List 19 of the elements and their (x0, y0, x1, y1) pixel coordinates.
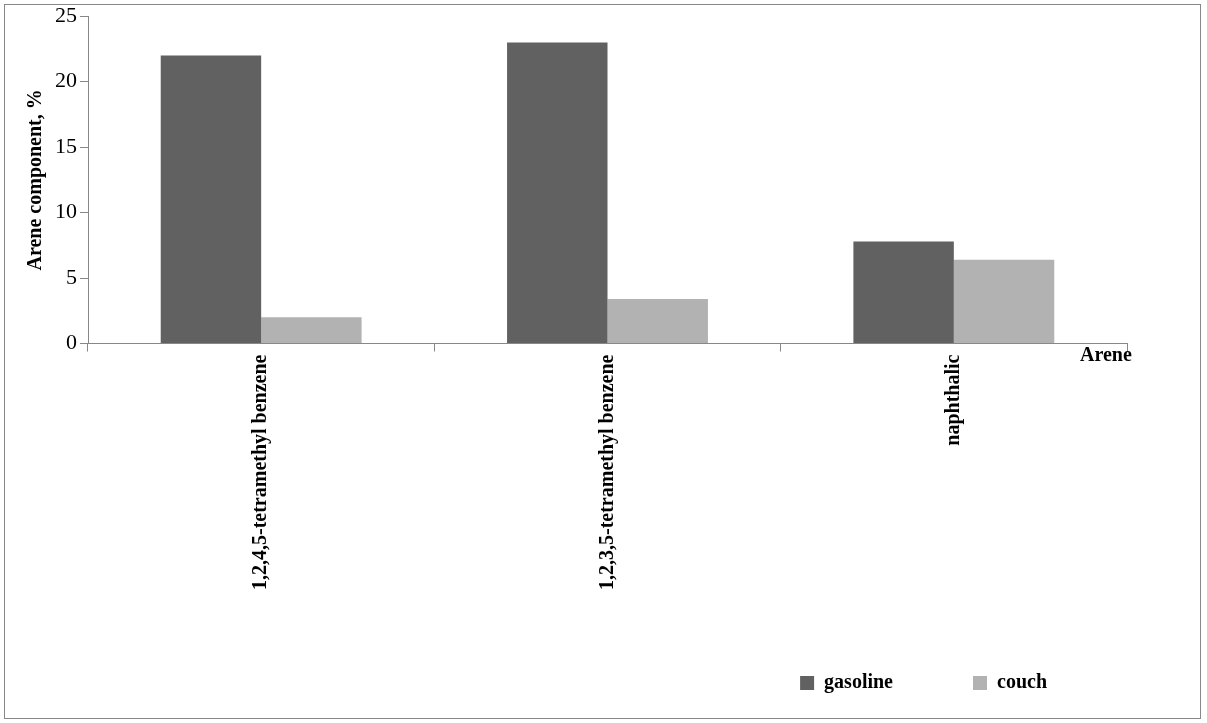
y-tick-label: 0 (66, 329, 77, 355)
y-tick-label: 25 (55, 1, 77, 27)
y-tick-label: 5 (66, 263, 77, 289)
bar (853, 241, 954, 344)
legend-label: gasoline (824, 670, 894, 694)
x-tick-label: 1,2,3,5-tetramethyl benzene (594, 354, 618, 591)
legend-label: couch (997, 670, 1047, 693)
bar (261, 317, 362, 344)
y-tick-label: 20 (55, 67, 77, 93)
y-tick-label: 10 (55, 198, 77, 224)
bar (507, 42, 608, 344)
y-tick-label: 15 (55, 132, 77, 158)
x-axis-title: Arene (1080, 343, 1132, 366)
bar (953, 259, 1055, 344)
y-axis-title: Arene component, % (23, 89, 47, 271)
bar (160, 55, 262, 344)
bar (607, 299, 708, 344)
x-tick-label: 1,2,4,5-tetramethyl benzene (248, 354, 272, 591)
x-tick-label: naphthalic (941, 354, 965, 446)
